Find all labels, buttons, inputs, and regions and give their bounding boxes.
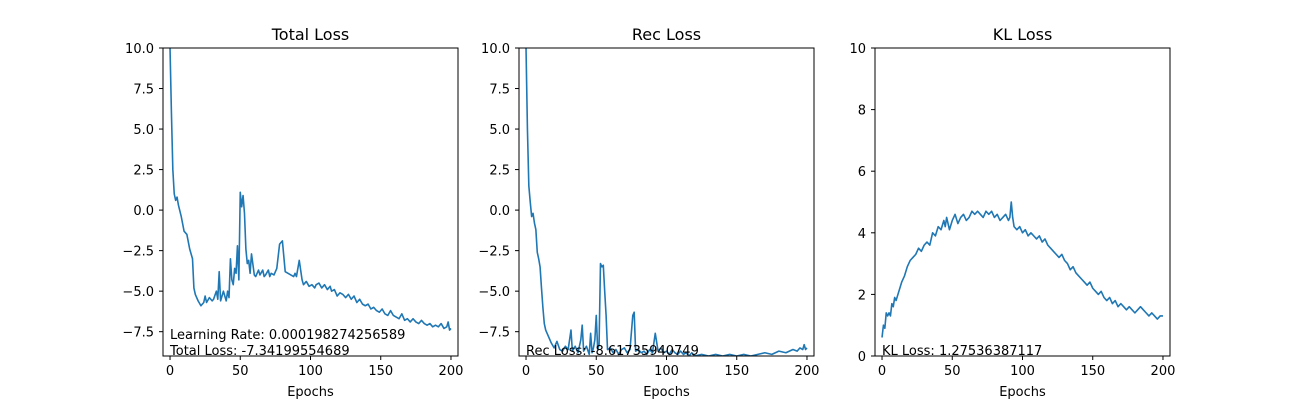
y-tick-label: −7.5 <box>478 326 510 341</box>
y-tick-label: −2.5 <box>478 245 510 260</box>
y-tick-label: 6 <box>858 165 866 180</box>
annotation-text: Learning Rate: 0.000198274256589 <box>170 328 405 343</box>
x-tick-label: 0 <box>522 364 530 379</box>
y-tick-label: 8 <box>858 104 866 119</box>
x-tick-label: 200 <box>439 364 464 379</box>
annotation-text: KL Loss: 1.27536387117 <box>882 344 1042 359</box>
annotation-text: Total Loss: -7.34199554689 <box>169 344 350 359</box>
x-tick-label: 0 <box>166 364 174 379</box>
series-line-1 <box>525 48 808 356</box>
series-line-1 <box>881 201 1163 338</box>
x-tick-label: 100 <box>298 364 323 379</box>
x-tick-label: 200 <box>1151 364 1176 379</box>
y-tick-label: 2.5 <box>133 164 154 179</box>
y-tick-label: 0 <box>858 350 866 365</box>
y-tick-label: 7.5 <box>133 83 154 98</box>
x-axis-label: Epochs <box>999 385 1046 400</box>
y-tick-label: −5.0 <box>478 285 510 300</box>
y-tick-label: 10.0 <box>481 42 510 57</box>
x-tick-label: 150 <box>368 364 393 379</box>
y-tick-label: 2.5 <box>489 164 510 179</box>
y-tick-label: 0.0 <box>489 204 510 219</box>
x-tick-label: 100 <box>1010 364 1035 379</box>
y-tick-label: 5.0 <box>133 123 154 138</box>
chart-panel-1: 0 50 100 150 200 10.0 7.5 5.0 2.5 0.0 −2.5 −5.0 −7.5… <box>122 25 463 400</box>
x-tick-label: 50 <box>232 364 249 379</box>
x-axis-label: Epochs <box>287 385 334 400</box>
chart-title: Rec Loss <box>632 25 701 44</box>
y-tick-label: −2.5 <box>122 245 154 260</box>
chart-panel-3: 0 50 100 150 200 10 8 6 4 2 0 KL Loss Epochs KL Loss:… <box>849 25 1175 400</box>
x-tick-label: 100 <box>654 364 679 379</box>
axes-frame <box>518 47 815 357</box>
x-axis-label: Epochs <box>643 385 690 400</box>
annotation-text: Rec Loss: -8.61735940749 <box>526 344 699 359</box>
chart-panel-2: 0 50 100 150 200 10.0 7.5 5.0 2.5 0.0 −2.5 −5.0 −7.5… <box>478 25 819 400</box>
x-tick-label: 200 <box>795 364 820 379</box>
y-tick-label: 10 <box>849 42 866 57</box>
x-tick-label: 150 <box>724 364 749 379</box>
y-tick-label: 4 <box>858 227 866 242</box>
chart-title: Total Loss <box>271 25 350 44</box>
axes-frame <box>162 47 459 357</box>
y-tick-label: −5.0 <box>122 285 154 300</box>
x-tick-label: 50 <box>588 364 605 379</box>
y-tick-label: 7.5 <box>489 83 510 98</box>
chart-title: KL Loss <box>993 25 1053 44</box>
y-tick-label: −7.5 <box>122 326 154 341</box>
y-tick-label: 10.0 <box>125 42 154 57</box>
y-tick-label: 2 <box>858 288 866 303</box>
x-tick-label: 0 <box>878 364 886 379</box>
y-tick-label: 0.0 <box>133 204 154 219</box>
x-tick-label: 50 <box>944 364 961 379</box>
y-tick-label: 5.0 <box>489 123 510 138</box>
x-tick-label: 150 <box>1080 364 1105 379</box>
series-line-1 <box>169 48 452 331</box>
